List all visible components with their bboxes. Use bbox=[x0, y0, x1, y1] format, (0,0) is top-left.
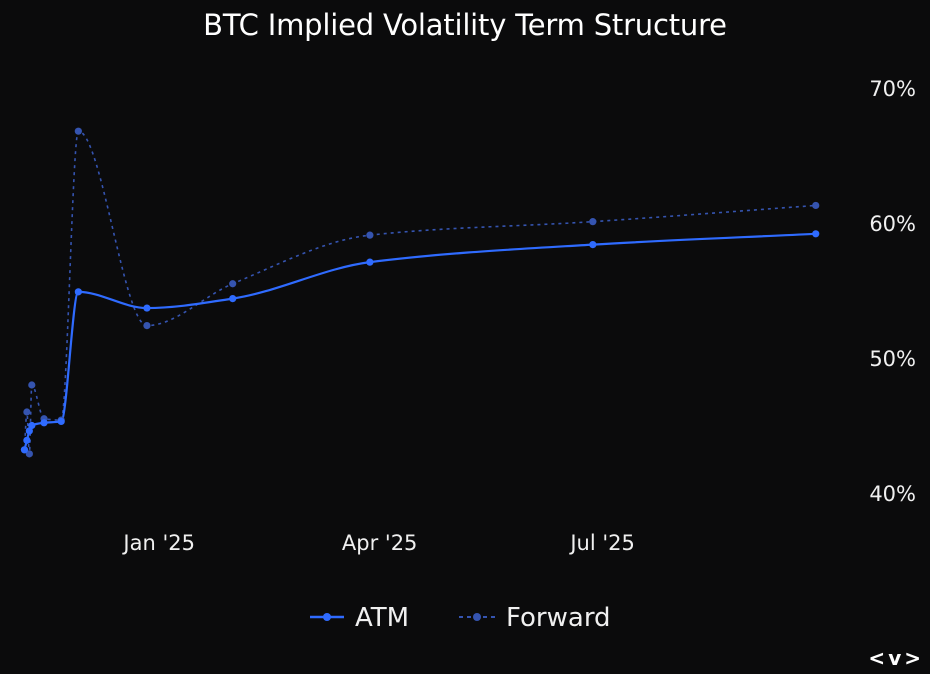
data-point-forward-3[interactable] bbox=[28, 381, 36, 389]
data-point-atm-0[interactable] bbox=[20, 446, 29, 454]
data-point-atm-1[interactable] bbox=[23, 436, 31, 444]
x-tick-label: Jan '25 bbox=[121, 531, 195, 555]
data-point-forward-9[interactable] bbox=[366, 231, 374, 239]
y-axis-ticks: 40% 50% 60% 70% bbox=[869, 77, 916, 506]
data-point-atm-9[interactable] bbox=[366, 258, 374, 266]
data-point-atm-10[interactable] bbox=[589, 241, 597, 249]
legend-item-forward[interactable]: Forward bbox=[459, 603, 611, 633]
data-point-atm-5[interactable] bbox=[57, 417, 65, 426]
legend-item-atm[interactable]: ATM bbox=[310, 603, 409, 633]
x-tick-label: Apr '25 bbox=[342, 531, 418, 555]
data-point-atm-2[interactable] bbox=[25, 427, 33, 435]
data-point-atm-3[interactable] bbox=[28, 421, 36, 430]
data-point-forward-6[interactable] bbox=[74, 127, 82, 135]
previous-chart-button[interactable]: < bbox=[868, 646, 889, 670]
data-point-atm-7[interactable] bbox=[143, 304, 151, 312]
data-point-atm-11[interactable] bbox=[812, 230, 820, 238]
data-point-atm-8[interactable] bbox=[229, 295, 237, 303]
data-point-atm-6[interactable] bbox=[74, 288, 82, 296]
legend-label-atm: ATM bbox=[355, 603, 409, 633]
y-tick-label: 50% bbox=[869, 347, 916, 371]
chart-navigation: <v> bbox=[868, 646, 924, 670]
chart-title: BTC Implied Volatility Term Structure bbox=[203, 8, 727, 42]
data-point-forward-8[interactable] bbox=[229, 280, 237, 288]
menu-chevron-button[interactable]: v bbox=[888, 646, 905, 670]
data-point-forward-7[interactable] bbox=[143, 322, 151, 330]
legend-marker-atm bbox=[323, 613, 331, 621]
data-point-forward-2[interactable] bbox=[25, 450, 33, 458]
legend: ATM Forward bbox=[310, 603, 611, 633]
data-point-atm-4[interactable] bbox=[40, 419, 48, 427]
y-tick-label: 60% bbox=[869, 212, 916, 236]
series-line-forward bbox=[23, 130, 816, 455]
series-layer bbox=[23, 130, 816, 455]
legend-marker-forward bbox=[473, 613, 481, 621]
data-point-forward-11[interactable] bbox=[812, 201, 820, 210]
series-line-atm bbox=[23, 232, 816, 451]
data-point-forward-10[interactable] bbox=[589, 218, 597, 226]
next-chart-button[interactable]: > bbox=[904, 646, 924, 670]
x-axis-ticks: Jan '25 Apr '25 Jul '25 bbox=[121, 531, 634, 555]
legend-label-forward: Forward bbox=[506, 603, 611, 633]
y-tick-label: 40% bbox=[869, 482, 916, 506]
y-tick-label: 70% bbox=[869, 77, 916, 101]
x-tick-label: Jul '25 bbox=[568, 531, 635, 555]
marker-layer bbox=[20, 127, 820, 458]
data-point-forward-1[interactable] bbox=[23, 408, 31, 416]
